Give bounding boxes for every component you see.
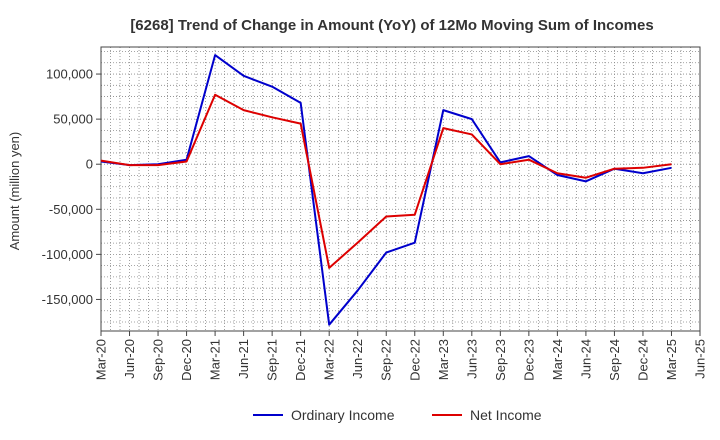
x-tick-label: Sep-20 <box>151 339 166 381</box>
series-line-net-income <box>100 93 672 269</box>
series-lines <box>100 54 672 326</box>
grid <box>100 47 701 331</box>
x-tick-label: Jun-24 <box>578 339 593 379</box>
y-axis-ticks: 100,000 50,000 0 -50,000 -100,000 -150,000 <box>42 67 101 307</box>
x-tick-label: Mar-20 <box>94 339 109 380</box>
plot-border <box>100 46 701 332</box>
x-tick-label: Dec-24 <box>635 339 650 381</box>
x-tick-label: Dec-22 <box>407 339 422 381</box>
legend: Ordinary Income Net Income <box>253 407 542 423</box>
x-tick-label: Dec-23 <box>521 339 536 381</box>
legend-item-ordinary-income-label: Ordinary Income <box>291 407 395 423</box>
x-tick-label: Jun-20 <box>122 339 137 379</box>
x-tick-label: Mar-24 <box>550 339 565 380</box>
y-tick-label: 100,000 <box>46 67 93 82</box>
y-tick-label: -50,000 <box>49 202 93 217</box>
x-tick-label: Jun-23 <box>464 339 479 379</box>
chart-title: [6268] Trend of Change in Amount (YoY) o… <box>130 17 653 34</box>
x-tick-label: Jun-21 <box>236 339 251 379</box>
x-tick-label: Mar-25 <box>664 339 679 380</box>
x-tick-label: Dec-21 <box>293 339 308 381</box>
legend-item-net-income-label: Net Income <box>470 407 542 423</box>
x-tick-label: Sep-21 <box>265 339 280 381</box>
plot-frame <box>100 46 701 332</box>
x-tick-label: Mar-21 <box>208 339 223 380</box>
x-tick-label: Jun-22 <box>350 339 365 379</box>
x-tick-label: Dec-20 <box>179 339 194 381</box>
x-tick-label: Sep-24 <box>607 339 622 381</box>
y-tick-label: 0 <box>86 157 93 172</box>
x-axis-ticks: Mar-20 Jun-20 Sep-20 Dec-20 Mar-21 Jun-21 Sep-… <box>94 331 708 381</box>
y-tick-label: -150,000 <box>42 292 93 307</box>
x-tick-label: Sep-22 <box>379 339 394 381</box>
y-tick-label: -100,000 <box>42 247 93 262</box>
y-axis-label: Amount (million yen) <box>7 132 22 251</box>
x-tick-label: Mar-23 <box>436 339 451 380</box>
series-line-ordinary-income <box>100 54 672 326</box>
x-tick-label: Jun-25 <box>693 339 708 379</box>
x-tick-label: Mar-22 <box>322 339 337 380</box>
x-tick-label: Sep-23 <box>493 339 508 381</box>
y-tick-label: 50,000 <box>53 112 93 127</box>
